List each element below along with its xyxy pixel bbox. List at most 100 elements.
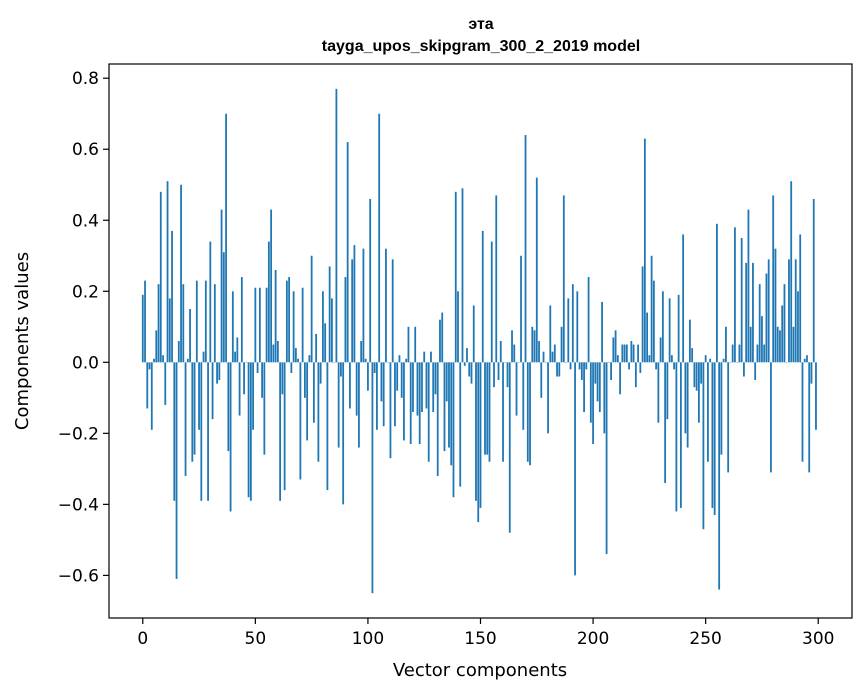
bar-201 <box>594 362 597 384</box>
bar-149 <box>477 362 480 523</box>
bar-81 <box>324 323 327 363</box>
bar-246 <box>695 362 698 391</box>
bar-106 <box>380 362 383 402</box>
bar-39 <box>229 362 232 512</box>
bar-137 <box>450 362 453 466</box>
bar-14 <box>173 362 176 501</box>
bar-120 <box>412 362 414 413</box>
bar-190 <box>569 362 572 370</box>
bar-23 <box>193 362 196 455</box>
bar-287 <box>788 259 790 363</box>
bar-298 <box>812 198 815 363</box>
bar-283 <box>779 330 781 363</box>
bar-108 <box>385 248 387 363</box>
bar-62 <box>281 362 284 395</box>
bar-60 <box>276 341 279 363</box>
bar-92 <box>349 362 351 409</box>
bar-0 <box>141 294 144 363</box>
bar-101 <box>369 198 372 363</box>
bar-64 <box>285 280 288 363</box>
bar-20 <box>186 358 189 363</box>
bar-165 <box>513 344 516 363</box>
bar-63 <box>283 362 286 491</box>
bar-223 <box>643 138 646 363</box>
bar-59 <box>274 269 277 363</box>
bar-75 <box>310 255 313 363</box>
bar-43 <box>238 362 241 416</box>
bar-177 <box>540 362 543 398</box>
bar-240 <box>682 234 685 363</box>
bar-185 <box>558 362 561 377</box>
bar-66 <box>290 362 293 373</box>
bar-216 <box>628 362 631 370</box>
bar-275 <box>761 316 763 363</box>
bar-136 <box>448 362 450 448</box>
bar-235 <box>670 355 673 363</box>
bar-89 <box>342 362 345 505</box>
bar-269 <box>747 209 750 363</box>
bar-52 <box>258 287 261 363</box>
bar-126 <box>425 362 428 409</box>
bar-58 <box>272 344 275 363</box>
bar-125 <box>423 351 426 363</box>
bar-122 <box>416 362 419 416</box>
bar-172 <box>529 362 531 466</box>
bar-117 <box>405 358 408 363</box>
bar-294 <box>803 358 806 363</box>
bar-13 <box>171 230 173 363</box>
bar-121 <box>414 326 417 363</box>
bar-84 <box>330 298 333 363</box>
bar-260 <box>727 362 730 473</box>
bar-2 <box>146 362 149 409</box>
bar-127 <box>427 362 430 462</box>
bar-147 <box>472 305 475 363</box>
bar-87 <box>337 362 340 448</box>
bar-26 <box>200 362 203 501</box>
bar-156 <box>493 362 495 388</box>
bar-42 <box>236 337 239 363</box>
bar-159 <box>499 341 502 363</box>
bar-69 <box>297 358 300 363</box>
bar-267 <box>743 362 745 377</box>
bar-218 <box>632 344 635 363</box>
bar-129 <box>432 362 435 413</box>
bar-244 <box>691 348 694 363</box>
bar-51 <box>256 362 259 373</box>
bar-4 <box>150 362 153 430</box>
bar-105 <box>378 113 381 363</box>
bar-231 <box>661 291 664 363</box>
bar-90 <box>344 277 347 363</box>
bar-128 <box>430 351 432 363</box>
bar-169 <box>522 362 525 430</box>
bar-212 <box>619 362 621 395</box>
bar-213 <box>621 344 624 363</box>
bar-249 <box>702 362 705 530</box>
bar-170 <box>524 135 527 363</box>
bar-173 <box>531 326 534 363</box>
bar-74 <box>308 355 311 363</box>
bar-148 <box>475 362 477 501</box>
bar-189 <box>567 298 570 363</box>
bar-95 <box>355 362 358 416</box>
bar-27 <box>202 351 205 363</box>
bar-217 <box>630 341 633 363</box>
bar-273 <box>756 344 759 363</box>
bar-118 <box>407 326 410 363</box>
bar-157 <box>495 195 498 363</box>
bar-214 <box>623 344 626 363</box>
bar-41 <box>234 351 236 363</box>
y-tick-label: 0.6 <box>72 140 99 160</box>
bar-237 <box>675 362 678 512</box>
bar-18 <box>182 284 185 363</box>
bar-124 <box>421 362 423 413</box>
bar-111 <box>391 259 394 363</box>
bar-263 <box>734 227 736 363</box>
bar-155 <box>490 241 493 363</box>
bar-77 <box>315 333 318 363</box>
bar-102 <box>371 362 374 594</box>
bar-253 <box>711 362 714 508</box>
bar-279 <box>770 362 772 473</box>
bar-268 <box>745 262 748 363</box>
bar-7 <box>157 284 160 363</box>
bar-274 <box>758 284 761 363</box>
